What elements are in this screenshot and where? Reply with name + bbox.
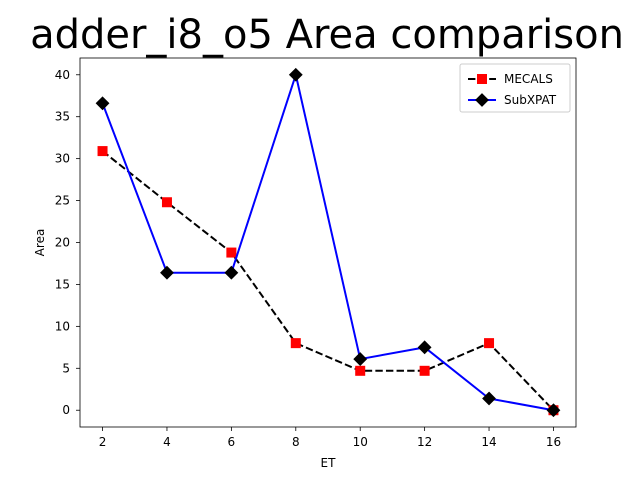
x-axis: 2 4 6 8 10 12 14 16 [99,427,561,449]
y-tick-label: 10 [55,319,70,333]
y-tick-label: 15 [55,277,70,291]
x-axis-label: ET [321,456,337,470]
x-tick-label: 16 [546,435,561,449]
data-point-subxpat [224,265,239,280]
y-tick-label: 25 [55,194,70,208]
legend-marker [475,93,489,107]
data-point-subxpat [353,352,368,366]
series-mecals [97,146,559,416]
y-tick-label: 35 [55,110,70,124]
data-point-subxpat [288,67,303,82]
series-line-mecals [101,150,555,411]
y-tick-label: 5 [62,361,70,375]
data-point-subxpat [482,391,496,406]
legend-label: MECALS [504,72,553,86]
data-point-mecals [484,338,495,349]
data-point-mecals [355,365,366,376]
data-point-subxpat [417,340,432,355]
legend: MECALS SubXPAT [459,63,571,113]
data-point-mecals [226,247,237,258]
series-layer [95,67,561,418]
series-line-subxpat [101,73,554,412]
x-tick-label: 12 [417,435,432,449]
x-tick-label: 4 [163,435,171,449]
legend-label: SubXPAT [504,93,557,107]
x-tick-label: 8 [292,435,300,449]
y-axis: 0 5 10 15 20 25 30 35 40 [55,68,80,417]
x-tick-label: 6 [228,435,236,449]
legend-entry-subxpat: SubXPAT [468,93,557,107]
y-tick-label: 40 [55,68,70,82]
y-tick-label: 20 [55,236,70,250]
y-axis-label: Area [33,229,47,257]
data-point-subxpat [95,96,110,111]
x-tick-label: 10 [353,435,368,449]
x-tick-label: 14 [481,435,496,449]
legend-marker [477,74,487,84]
data-point-mecals [290,338,301,349]
series-subxpat [95,67,561,418]
y-tick-label: 30 [55,152,70,166]
data-point-mecals [161,197,172,208]
chart-title: adder_i8_o5 Area comparison [30,12,624,58]
y-tick-label: 0 [62,403,70,417]
data-point-subxpat [160,265,174,280]
x-tick-label: 2 [99,435,107,449]
data-point-mecals [97,146,108,157]
data-point-mecals [419,365,430,376]
plot-frame [79,57,577,428]
legend-entry-mecals: MECALS [468,72,553,86]
data-point-subxpat [546,403,561,418]
